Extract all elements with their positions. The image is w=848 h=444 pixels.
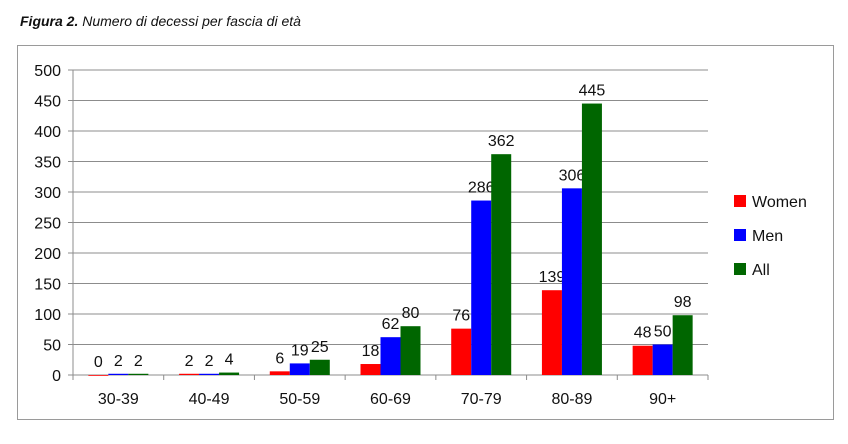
legend-swatch — [734, 195, 746, 207]
bar-all — [219, 372, 240, 375]
data-label: 286 — [468, 180, 495, 197]
figure-caption: Figura 2. Numero di decessi per fascia d… — [20, 13, 301, 29]
x-tick-label: 90+ — [649, 391, 676, 408]
bar-women — [360, 364, 381, 375]
data-label: 2 — [134, 353, 143, 370]
legend-label: Women — [752, 194, 807, 211]
data-label: 19 — [291, 342, 309, 359]
y-tick-label: 200 — [34, 246, 61, 263]
data-label: 2 — [185, 353, 194, 370]
y-tick-label: 50 — [43, 338, 61, 355]
bar-women — [632, 345, 653, 375]
bar-women — [179, 373, 200, 375]
legend-label: Men — [752, 228, 783, 245]
data-label: 139 — [539, 269, 566, 286]
y-tick-label: 400 — [34, 124, 61, 141]
x-tick-label: 80-89 — [551, 391, 592, 408]
bar-women — [88, 375, 109, 376]
data-label: 76 — [452, 308, 470, 325]
data-label: 62 — [382, 316, 400, 333]
data-label: 306 — [559, 167, 586, 184]
bar-men — [199, 373, 220, 375]
data-label: 445 — [579, 83, 606, 100]
data-label: 18 — [362, 343, 380, 360]
data-label: 25 — [311, 339, 329, 356]
data-label: 2 — [114, 353, 123, 370]
bar-men — [652, 344, 673, 375]
data-label: 0 — [94, 354, 103, 371]
data-label: 50 — [654, 324, 672, 341]
legend-label: All — [752, 262, 770, 279]
bar-all — [581, 103, 602, 376]
data-label: 4 — [225, 352, 234, 369]
x-tick-label: 60-69 — [370, 391, 411, 408]
x-tick-label: 50-59 — [279, 391, 320, 408]
y-tick-label: 150 — [34, 277, 61, 294]
bar-all — [491, 154, 512, 375]
data-label: 362 — [488, 133, 515, 150]
data-label: 6 — [275, 350, 284, 367]
legend-swatch — [734, 229, 746, 241]
legend-swatch — [734, 263, 746, 275]
y-tick-label: 450 — [34, 94, 61, 111]
y-tick-label: 500 — [34, 63, 61, 80]
y-tick-label: 100 — [34, 307, 61, 324]
data-label: 2 — [205, 353, 214, 370]
y-tick-label: 250 — [34, 216, 61, 233]
data-label: 98 — [674, 294, 692, 311]
bar-men — [380, 337, 401, 375]
x-tick-label: 30-39 — [98, 391, 139, 408]
bar-all — [128, 373, 149, 375]
data-label: 48 — [634, 325, 652, 342]
figure-number: Figura 2. — [20, 13, 79, 29]
bar-all — [309, 359, 330, 375]
bar-women — [451, 328, 472, 375]
bar-men — [471, 200, 492, 375]
figure-title: Numero di decessi per fascia di età — [82, 13, 301, 29]
chart-frame — [17, 45, 834, 420]
y-tick-label: 350 — [34, 155, 61, 172]
x-tick-label: 70-79 — [461, 391, 502, 408]
y-tick-label: 300 — [34, 185, 61, 202]
y-tick-label: 0 — [52, 368, 61, 385]
bar-men — [561, 188, 582, 375]
x-tick-label: 40-49 — [189, 391, 230, 408]
data-label: 80 — [402, 305, 420, 322]
bar-all — [672, 315, 693, 375]
bar-all — [400, 326, 421, 375]
bar-women — [269, 371, 290, 375]
bar-men — [108, 373, 129, 375]
bar-women — [541, 290, 562, 375]
bar-men — [289, 363, 310, 375]
